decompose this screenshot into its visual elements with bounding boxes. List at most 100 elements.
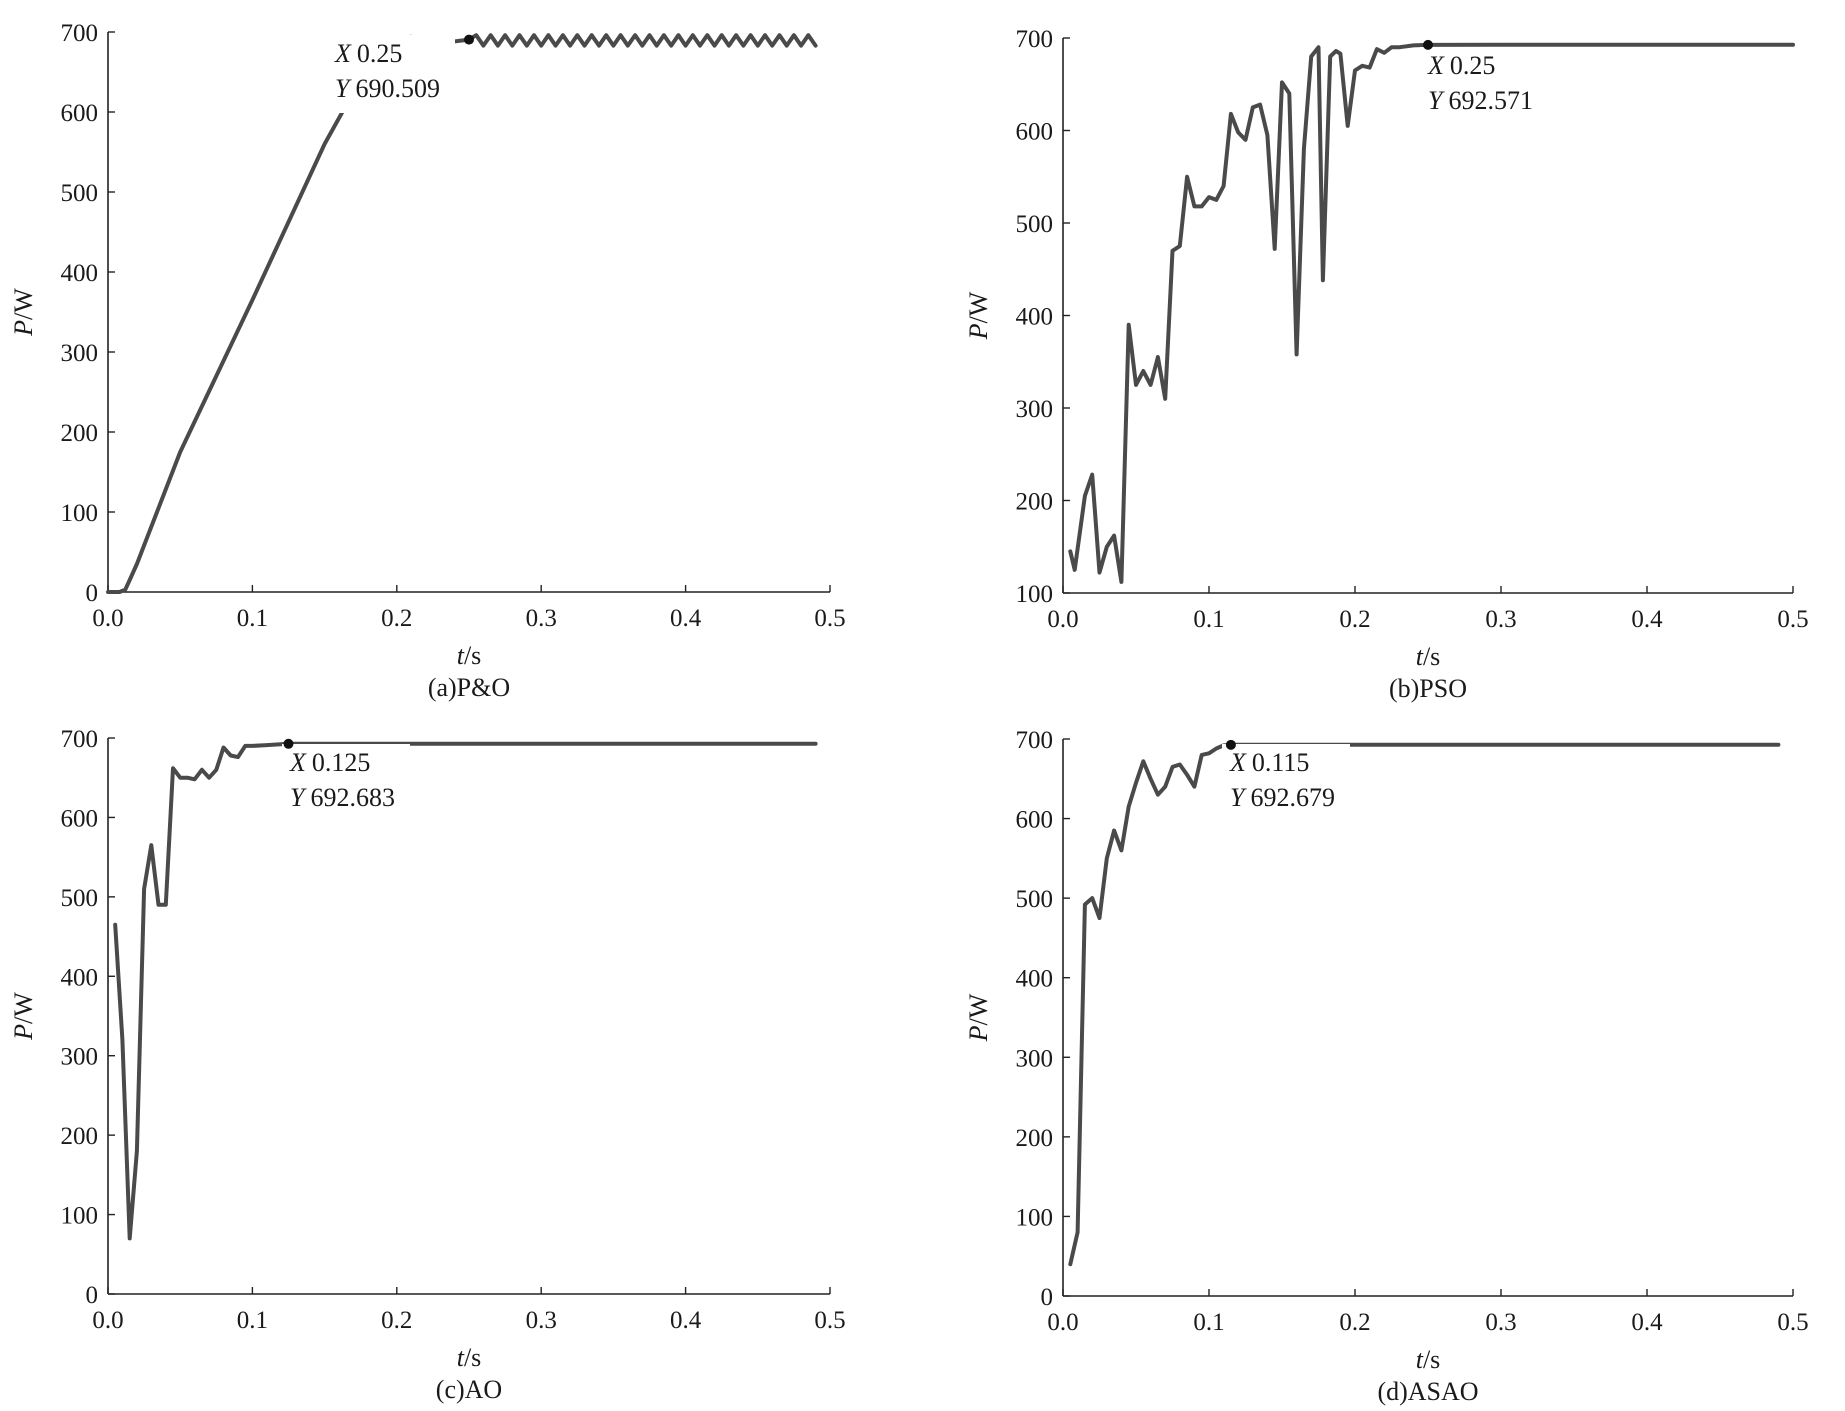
- y-tick-label: 0: [86, 580, 99, 607]
- y-tick-label: 500: [1016, 211, 1054, 238]
- datatip-x-label: X: [1427, 51, 1445, 80]
- panel-a-chart: 0.0 0.1 0.2 0.3 0.4 0.5 0 100 200 300 400 500 600 700…: [9, 20, 846, 702]
- datatip-y-value: 692.683: [310, 783, 395, 812]
- datatip-box: [282, 744, 410, 822]
- power-curve-line: [1068, 742, 1781, 1267]
- datatip-box: [1222, 744, 1350, 822]
- y-tick-label: 700: [1016, 727, 1054, 754]
- x-tick-label: 0.3: [526, 1307, 557, 1334]
- x-axis-label-unit: /s: [1423, 1345, 1440, 1374]
- y-axis-label-var: P: [964, 1025, 993, 1042]
- datatip-marker: [464, 34, 474, 45]
- y-tick-label: 700: [61, 20, 99, 47]
- y-axis-label-var: P: [9, 1024, 38, 1041]
- y-tick-label: 400: [1016, 966, 1054, 993]
- datatip-y-text: Y 692.683: [290, 783, 395, 812]
- x-tick-label: 0.5: [814, 1307, 845, 1334]
- y-tick-label: 400: [1016, 304, 1054, 331]
- y-axis-label: P/W: [964, 291, 993, 340]
- x-axis-label-unit: /s: [464, 641, 481, 670]
- y-tick-label: 500: [61, 180, 99, 207]
- x-axis-label: t/s: [1416, 1345, 1441, 1374]
- x-tick-label: 0.3: [526, 605, 557, 632]
- x-tick-label: 0.1: [237, 1307, 268, 1334]
- y-tick-label: 200: [1016, 1125, 1054, 1152]
- y-tick-label: 200: [61, 420, 99, 447]
- y-tick-label: 100: [1016, 581, 1054, 608]
- x-tick-label: 0.0: [92, 1307, 123, 1334]
- power-curve-line: [106, 33, 818, 594]
- datatip-marker: [1225, 739, 1236, 750]
- y-tick-label: 200: [1016, 489, 1054, 516]
- datatip-x-value: 0.125: [312, 748, 371, 777]
- datatip-x-text: X 0.125: [289, 748, 370, 777]
- y-tick-label: 300: [1016, 1045, 1054, 1072]
- y-axis-label-unit: /W: [964, 291, 993, 323]
- x-tick-label: 0.2: [381, 605, 412, 632]
- y-tick-label: 100: [61, 1203, 99, 1230]
- datatip-x-value: 0.25: [1450, 51, 1496, 80]
- x-tick-label: 0.3: [1485, 1309, 1516, 1336]
- datatip-y-label: Y: [290, 783, 307, 812]
- datatip-x-text: X 0.115: [1229, 748, 1309, 777]
- y-tick-label: 600: [61, 805, 99, 832]
- x-axis-label-var: t: [457, 641, 465, 670]
- y-tick-label: 500: [1016, 886, 1054, 913]
- datatip-y-value: 692.679: [1250, 783, 1335, 812]
- x-tick-label: 0.2: [381, 1307, 412, 1334]
- x-tick-label: 0.1: [1193, 606, 1224, 633]
- x-tick-label: 0.5: [1777, 1309, 1808, 1336]
- y-axis-label-var: P: [964, 323, 993, 340]
- x-tick-label: 0.2: [1339, 606, 1370, 633]
- y-tick-label: 100: [1016, 1204, 1054, 1231]
- datatip-y-text: Y 692.571: [1428, 86, 1533, 115]
- datatip-y-text: Y 692.679: [1230, 783, 1335, 812]
- x-tick-label: 0.4: [670, 1307, 702, 1334]
- datatip-x-value: 0.115: [1252, 748, 1310, 777]
- panel-d-chart: 0.0 0.1 0.2 0.3 0.4 0.5 0 100 200 300 400 500 600 700…: [964, 727, 1809, 1406]
- datatip-x-label: X: [289, 748, 307, 777]
- x-axis-label: t/s: [457, 1343, 482, 1372]
- y-tick-label: 300: [1016, 396, 1054, 423]
- panel-c-chart: 0.0 0.1 0.2 0.3 0.4 0.5 0 100 200 300 400 500 600 700…: [9, 726, 846, 1404]
- y-tick-label: 600: [61, 100, 99, 127]
- panel-a-caption: (a)P&O: [428, 673, 510, 702]
- x-tick-label: 0.5: [814, 605, 845, 632]
- datatip-y-label: Y: [335, 74, 352, 103]
- y-tick-label: 600: [1016, 807, 1054, 834]
- x-tick-label: 0.0: [92, 605, 123, 632]
- panel-b-chart: 0.0 0.1 0.2 0.3 0.4 0.5 100 200 300 400 500 600 700 t…: [964, 26, 1809, 703]
- panel-d-caption: (d)ASAO: [1377, 1377, 1478, 1406]
- power-curve-line: [1068, 42, 1795, 584]
- x-axis-label-unit: /s: [1423, 642, 1440, 671]
- x-tick-label: 0.4: [1631, 606, 1663, 633]
- y-tick-label: 600: [1016, 119, 1054, 146]
- x-axis-label-var: t: [457, 1343, 465, 1372]
- x-tick-label: 0.1: [237, 605, 268, 632]
- y-axis-label: P/W: [9, 288, 38, 337]
- datatip-x-label: X: [334, 39, 352, 68]
- y-axis-label: P/W: [964, 993, 993, 1042]
- x-axis-label-var: t: [1416, 1345, 1424, 1374]
- datatip-x-value: 0.25: [357, 39, 403, 68]
- y-axis-label: P/W: [9, 992, 38, 1041]
- datatip-marker: [283, 738, 294, 749]
- datatip-box: [1420, 47, 1548, 125]
- power-curve-line: [113, 741, 818, 1241]
- y-axis-label-unit: /W: [9, 288, 38, 320]
- panel-b-caption: (b)PSO: [1389, 674, 1467, 703]
- y-tick-label: 500: [61, 885, 99, 912]
- x-tick-label: 0.0: [1047, 1309, 1078, 1336]
- panel-c-caption: (c)AO: [436, 1375, 502, 1404]
- datatip-y-value: 692.571: [1448, 86, 1533, 115]
- datatip-y-text: Y 690.509: [335, 74, 440, 103]
- datatip-x-label: X: [1229, 748, 1247, 777]
- y-axis-label-unit: /W: [964, 993, 993, 1025]
- x-tick-label: 0.4: [670, 605, 702, 632]
- y-tick-label: 300: [61, 1044, 99, 1071]
- x-axis-label: t/s: [457, 641, 482, 670]
- datatip-x-text: X 0.25: [334, 39, 402, 68]
- datatip-marker: [1423, 39, 1433, 50]
- x-tick-label: 0.0: [1047, 606, 1078, 633]
